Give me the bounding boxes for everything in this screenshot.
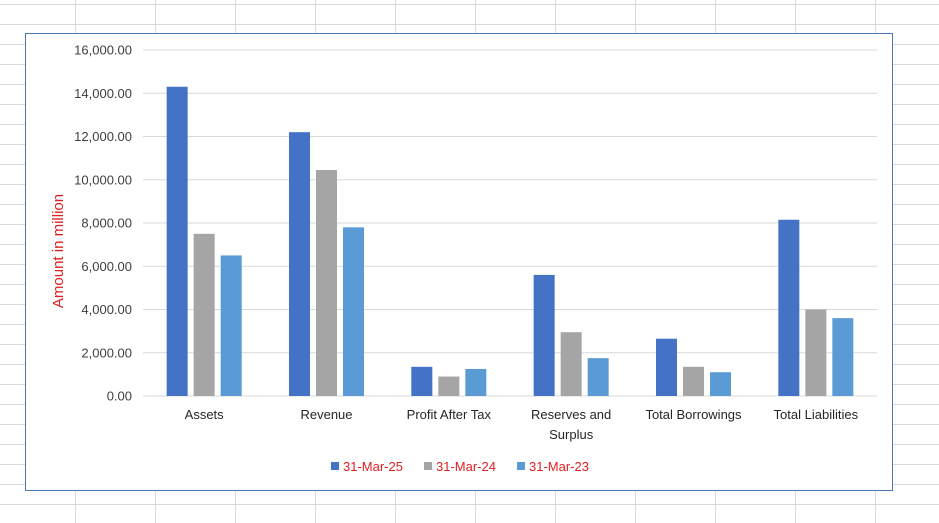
x-axis-categories: Assets Revenue Profit After Tax Reserves an…: [185, 407, 859, 442]
y-tick-label: 2,000.00: [81, 345, 132, 360]
bar: [710, 372, 731, 396]
bar: [683, 366, 704, 396]
bar: [778, 219, 800, 396]
y-tick-label: 10,000.00: [74, 172, 132, 187]
y-axis-ticks: 0.00 2,000.00 4,000.00 6,000.00 8,000.00 10,0…: [74, 43, 132, 404]
bar: [343, 227, 364, 396]
y-tick-label: 14,000.00: [74, 86, 132, 101]
bar: [465, 368, 487, 396]
bar: [220, 255, 242, 396]
y-tick-label: 6,000.00: [81, 259, 132, 274]
bar-chart: 0.00 2,000.00 4,000.00 6,000.00 8,000.00 10,0…: [50, 43, 877, 474]
y-tick-label: 12,000.00: [74, 129, 132, 144]
bar: [656, 338, 677, 396]
legend-swatch: [331, 462, 339, 470]
category-label: Surplus: [549, 427, 594, 442]
bar: [438, 376, 460, 396]
bar: [411, 366, 433, 396]
legend-label: 31-Mar-24: [436, 459, 496, 474]
bar: [805, 309, 827, 396]
gridlines: [143, 49, 877, 397]
y-axis-title: Amount in million: [50, 194, 67, 308]
chart-frame: 0.00 2,000.00 4,000.00 6,000.00 8,000.00 10,0…: [25, 33, 893, 491]
bar: [533, 274, 555, 396]
y-tick-label: 16,000.00: [74, 43, 132, 58]
legend-swatch: [424, 462, 432, 470]
category-label: Reserves and: [531, 407, 611, 422]
bar: [166, 86, 188, 396]
legend-label: 31-Mar-23: [529, 459, 589, 474]
category-label: Revenue: [300, 407, 352, 422]
y-tick-label: 0.00: [107, 389, 132, 404]
category-label: Profit After Tax: [407, 407, 492, 422]
bar: [832, 318, 854, 396]
legend-label: 31-Mar-25: [343, 459, 403, 474]
y-tick-label: 4,000.00: [81, 302, 132, 317]
category-label: Assets: [185, 407, 225, 422]
bar: [316, 170, 337, 396]
category-label: Total Liabilities: [774, 407, 859, 422]
bar: [560, 332, 582, 396]
bar: [587, 358, 609, 396]
bars: [166, 86, 854, 397]
bar: [289, 132, 310, 397]
legend-swatch: [517, 462, 525, 470]
bar: [193, 233, 215, 396]
category-label: Total Borrowings: [645, 407, 742, 422]
legend: 31-Mar-25 31-Mar-24 31-Mar-23: [331, 459, 589, 474]
y-tick-label: 8,000.00: [81, 216, 132, 231]
